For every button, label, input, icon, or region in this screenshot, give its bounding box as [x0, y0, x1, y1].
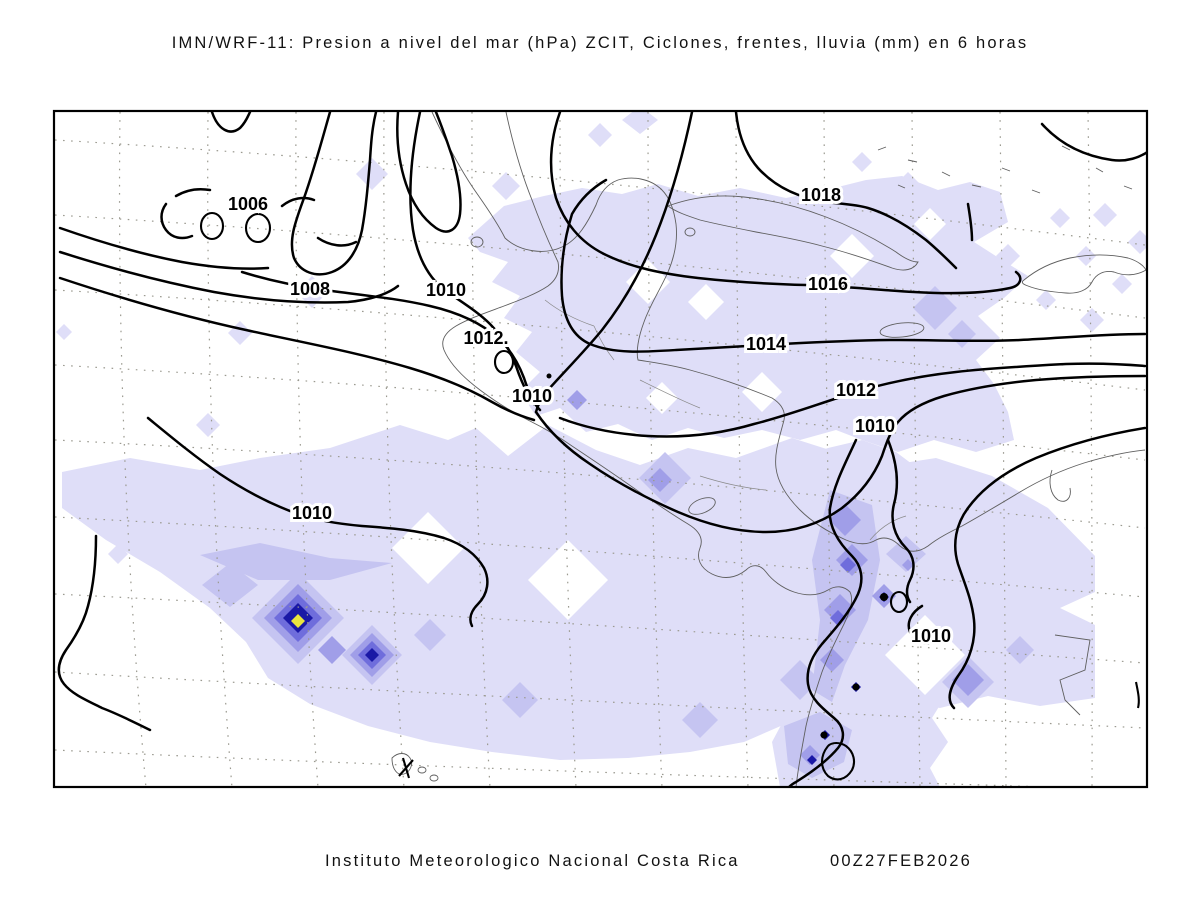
isobar-label: 1010: [512, 386, 552, 406]
isobar-label: 1006: [228, 194, 268, 214]
precip-shading-layer: [56, 111, 1147, 787]
cyclone-marker: [398, 757, 414, 779]
map-title: IMN/WRF-11: Presion a nivel del mar (hPa…: [171, 34, 1029, 52]
valid-time-caption: 00Z27FEB2026: [830, 852, 972, 870]
map-frame: [52, 109, 1149, 789]
isobar-layer: [57, 111, 1147, 787]
coastline-layer: [391, 111, 1147, 787]
institution-caption: Instituto Meteorologico Nacional Costa R…: [325, 852, 740, 870]
isobar-labels: 1006 1008 1010 1012. 1010 1010 1014 1012 1010 101…: [225, 182, 954, 649]
isobar-label: 1010: [855, 416, 895, 436]
isobar-label: 1008: [290, 279, 330, 299]
isobar-label: 1014: [746, 334, 786, 354]
isobar-label: 1016: [808, 274, 848, 294]
isobar-label: 1010: [426, 280, 466, 300]
isobar-label: 1012: [836, 380, 876, 400]
isobar-label: 1010: [911, 626, 951, 646]
isobar-label: 1012.: [463, 328, 508, 348]
isobar-label: 1018: [801, 185, 841, 205]
isobar-label: 1010: [292, 503, 332, 523]
